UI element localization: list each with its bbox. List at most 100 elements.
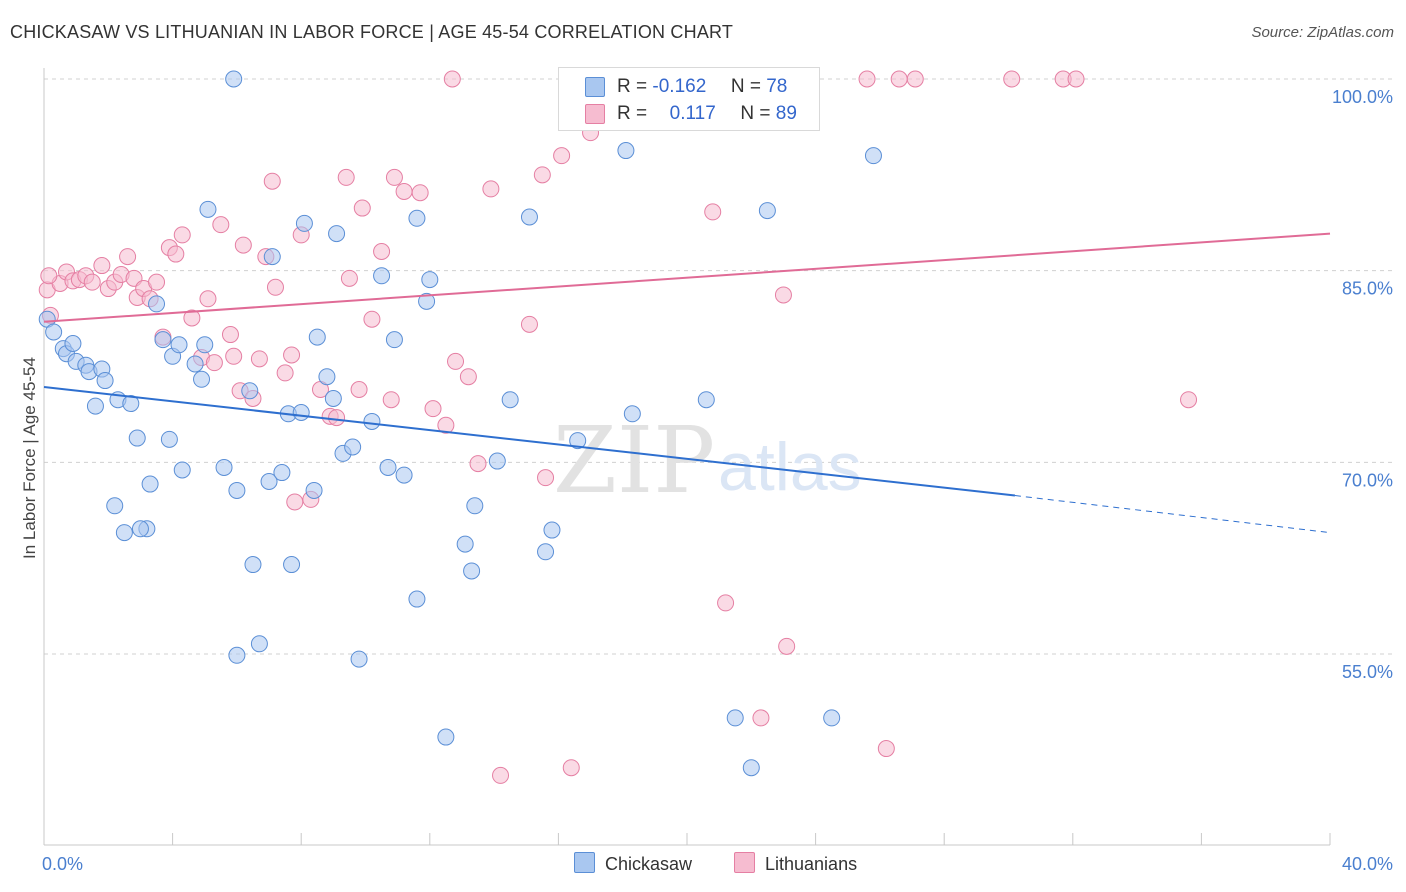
chickasaw-point-22: [160, 430, 178, 448]
chickasaw-point-32: [244, 556, 262, 574]
chickasaw-point-24: [170, 336, 188, 354]
lithuanians-point-65: [562, 759, 580, 777]
chickasaw-point-19: [154, 331, 172, 349]
legend-n-label: N =: [730, 76, 761, 97]
lithuanians-point-34: [263, 172, 281, 190]
lithuanians-point-50: [382, 391, 400, 409]
chickasaw-point-18: [141, 475, 159, 493]
lithuanians-point-71: [717, 594, 735, 612]
chickasaw-point-34: [250, 635, 268, 653]
chart-title: CHICKASAW VS LITHUANIAN IN LABOR FORCE |…: [10, 22, 734, 42]
chickasaw-point-56: [418, 292, 436, 310]
chickasaw-point-26: [193, 370, 211, 388]
lithuanians-point-60: [492, 766, 510, 784]
chickasaw-point-72: [726, 709, 744, 727]
lithuanians-point-32: [250, 350, 268, 368]
chickasaw-point-57: [421, 271, 439, 289]
chickasaw-point-55: [408, 209, 426, 227]
chickasaw-point-50: [363, 412, 381, 430]
lithuanians-point-73: [774, 286, 792, 304]
chickasaw-point-36: [263, 248, 281, 266]
lithuanians-point-36: [276, 364, 294, 382]
lithuanians-point-46: [350, 381, 368, 398]
chickasaw-trend-extension: [1014, 495, 1331, 534]
watermark-zip: ZIP: [553, 407, 715, 514]
chickasaw-point-49: [350, 650, 368, 668]
lithuanians-point-81: [1067, 70, 1085, 88]
lithuanians-point-54: [424, 400, 442, 418]
lithuanians-point-64: [553, 147, 571, 165]
chickasaw-point-4: [64, 335, 82, 352]
chickasaw-point-44: [318, 368, 336, 386]
legend-r-label: R =: [617, 76, 648, 97]
lithuanians-point-44: [337, 168, 355, 186]
correlation-legend: R = -0.162 N = 78 R = 0.117 N = 89: [558, 67, 820, 131]
chickasaw-point-31: [241, 382, 259, 400]
lithuanians-point-8: [93, 257, 111, 275]
lithuanians-point-37: [283, 346, 301, 364]
x-tick-label-min: 0.0%: [42, 854, 83, 874]
chickasaw-point-16: [106, 497, 124, 515]
lithuanians-point-88: [890, 70, 908, 88]
x-tick-label-max: 40.0%: [1342, 854, 1393, 874]
legend-swatch-chickasaw: [574, 852, 595, 873]
chickasaw-point-73: [742, 759, 760, 777]
chickasaw-point-17: [115, 524, 133, 542]
lithuanians-point-21: [173, 226, 191, 244]
series-legend: Chickasaw Lithuanians: [0, 852, 1406, 878]
legend-row-chickasaw: R = -0.162 N = 78: [617, 76, 787, 98]
legend-swatch-chickasaw: [585, 77, 605, 97]
chickasaw-point-41: [295, 214, 313, 232]
chickasaw-point-60: [456, 535, 474, 553]
lithuanians-point-72: [752, 709, 770, 727]
lithuanians-point-27: [221, 326, 239, 344]
lithuanians-point-59: [482, 180, 500, 198]
lithuanians-point-77: [877, 740, 895, 758]
lithuanians-point-82: [1180, 391, 1198, 409]
y-tick-label-100: 100.0%: [1332, 87, 1393, 107]
legend-label-lithuanians: Lithuanians: [765, 854, 858, 874]
watermark-atlas: atlas: [718, 429, 862, 505]
chickasaw-point-70: [623, 405, 641, 423]
lithuanians-point-78: [906, 70, 924, 88]
y-axis-label: In Labor Force | Age 45-54: [20, 357, 39, 559]
lithuanians-point-57: [459, 368, 477, 386]
lithuanians-point-58: [469, 455, 487, 473]
chickasaw-point-51: [379, 458, 397, 476]
chickasaw-points: [38, 70, 882, 777]
chickasaw-point-63: [488, 452, 506, 470]
chickasaw-point-12: [122, 395, 140, 413]
lithuanians-point-56: [447, 352, 465, 370]
y-tick-labels: 55.0% 70.0% 85.0% 100.0%: [1332, 87, 1393, 682]
chickasaw-point-53: [395, 466, 413, 484]
lithuanians-point-25: [205, 354, 223, 372]
legend-r-label: R =: [617, 103, 648, 124]
chickasaw-point-9: [96, 372, 114, 390]
lithuanians-point-45: [340, 269, 358, 287]
lithuanians-point-20: [167, 245, 185, 263]
legend-swatch-lithuanians: [585, 104, 605, 124]
lithuanians-point-52: [395, 182, 413, 200]
legend-n-label: N =: [740, 103, 771, 124]
lithuanians-point-26: [212, 216, 230, 234]
chickasaw-point-67: [543, 521, 561, 539]
chickasaw-point-68: [569, 432, 587, 450]
legend-item-chickasaw: Chickasaw: [574, 852, 692, 875]
chickasaw-point-40: [292, 404, 310, 421]
x-tick-marks: [172, 833, 1331, 845]
lithuanians-point-35: [266, 278, 284, 296]
chickasaw-point-23: [173, 461, 191, 479]
chickasaw-point-77: [225, 70, 243, 88]
lithuanians-point-79: [1003, 70, 1021, 88]
chickasaw-point-10: [86, 397, 104, 415]
chickasaw-point-52: [385, 331, 403, 349]
lithuanians-point-49: [373, 243, 391, 260]
chickasaw-point-75: [823, 709, 841, 727]
chickasaw-point-59: [437, 728, 455, 746]
chickasaw-point-30: [228, 481, 246, 499]
legend-row-lithuanians: R = 0.117 N = 89: [617, 103, 797, 125]
chickasaw-point-62: [466, 497, 484, 515]
chickasaw-point-64: [501, 391, 519, 409]
legend-item-lithuanians: Lithuanians: [734, 852, 857, 875]
